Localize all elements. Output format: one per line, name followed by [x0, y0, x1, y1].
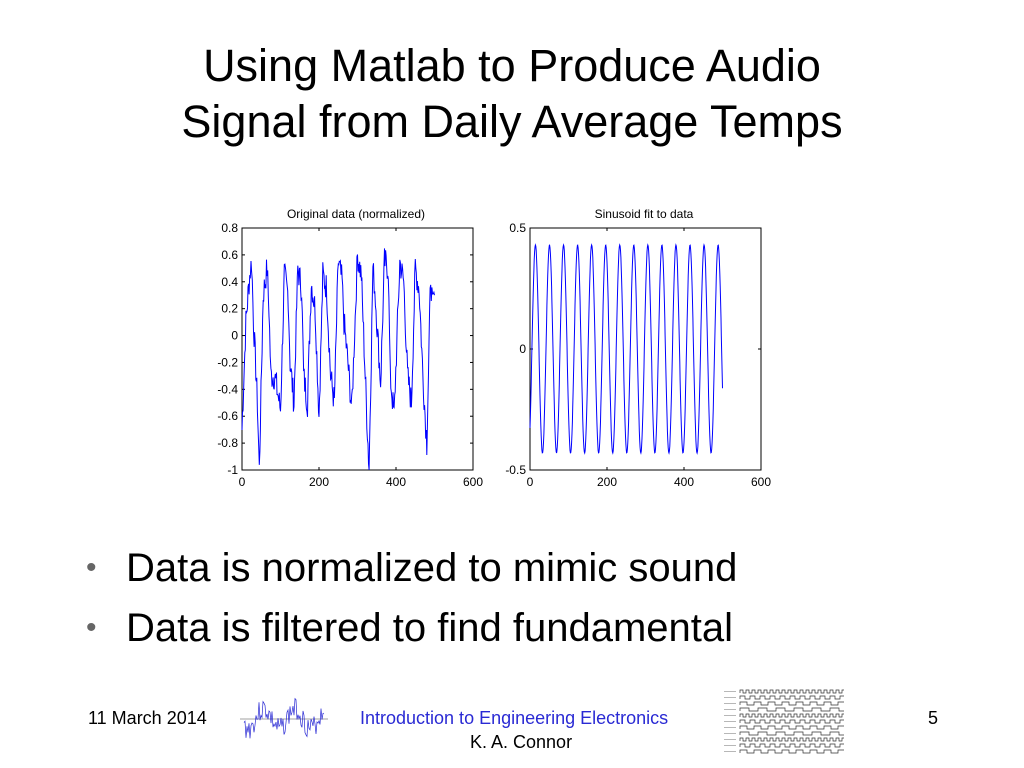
- x-tick-label: 600: [751, 475, 771, 489]
- y-tick-label: -0.6: [217, 409, 238, 423]
- x-tick-label: 0: [239, 475, 246, 489]
- slide-title-line1: Using Matlab to Produce Audio: [203, 40, 821, 91]
- y-tick-label: 0.5: [509, 221, 526, 235]
- y-tick-label: -1: [227, 463, 238, 477]
- x-tick-label: 200: [597, 475, 617, 489]
- x-tick-label: 400: [386, 475, 406, 489]
- footer-date: 11 March 2014: [88, 708, 207, 728]
- chart2-x-ticks: 0 200 400 600: [527, 228, 771, 489]
- noisy-signal-logo: [240, 697, 328, 739]
- bullet-item: • Data is normalized to mimic sound: [86, 538, 737, 598]
- y-tick-label: 0: [519, 342, 526, 356]
- chart1-title: Original data (normalized): [287, 207, 425, 221]
- slide-title-line2: Signal from Daily Average Temps: [181, 96, 843, 147]
- chart2-series-line: [529, 243, 723, 455]
- x-tick-label: 200: [309, 475, 329, 489]
- y-tick-label: 0.2: [221, 302, 238, 316]
- bullet-item: • Data is filtered to find fundamental: [86, 598, 737, 658]
- y-tick-label: -0.8: [217, 436, 238, 450]
- bullet-text: Data is filtered to find fundamental: [126, 606, 734, 650]
- chart2-title: Sinusoid fit to data: [595, 207, 694, 221]
- x-tick-label: 400: [674, 475, 694, 489]
- y-tick-label: -0.4: [217, 382, 238, 396]
- chart1-series-line: [241, 248, 435, 471]
- bullet-text: Data is normalized to mimic sound: [126, 546, 738, 590]
- chart2-y-ticks: 0.5 0 -0.5: [505, 221, 761, 477]
- timing-diagram-logo: [724, 689, 844, 754]
- x-tick-label: 600: [463, 475, 483, 489]
- chart-original-data: Original data (normalized) 0.80.60.40.20…: [217, 207, 483, 489]
- footer-course-title: Introduction to Engineering Electronics: [360, 708, 669, 728]
- bullet-dot-icon: •: [86, 611, 97, 644]
- y-tick-label: -0.2: [217, 355, 238, 369]
- page-number: 5: [928, 708, 939, 728]
- slide-title: Using Matlab to Produce Audio Signal fro…: [0, 38, 1024, 150]
- x-tick-label: 0: [527, 475, 534, 489]
- charts-panel: Original data (normalized) 0.80.60.40.20…: [217, 207, 771, 489]
- footer-author: K. A. Connor: [470, 732, 573, 752]
- chart1-axes-frame: [241, 227, 474, 471]
- y-tick-label: 0: [231, 329, 238, 343]
- bullet-dot-icon: •: [86, 551, 97, 584]
- y-tick-label: 0.4: [221, 275, 238, 289]
- bullet-list: • Data is normalized to mimic sound • Data…: [86, 538, 737, 658]
- chart-sinusoid-fit: Sinusoid fit to data 0.50-0.5 0 200 400 600: [505, 207, 771, 489]
- y-tick-label: -0.5: [505, 463, 526, 477]
- chart1-y-ticks: 0.8 0.6 0.4 0.2 0 -0.2 -0.4 -0.6 -0.8 -1: [217, 221, 473, 477]
- y-tick-label: 0.6: [221, 248, 238, 262]
- y-tick-label: 0.8: [221, 221, 238, 235]
- chart1-x-ticks: 0 200 400 600: [239, 228, 483, 489]
